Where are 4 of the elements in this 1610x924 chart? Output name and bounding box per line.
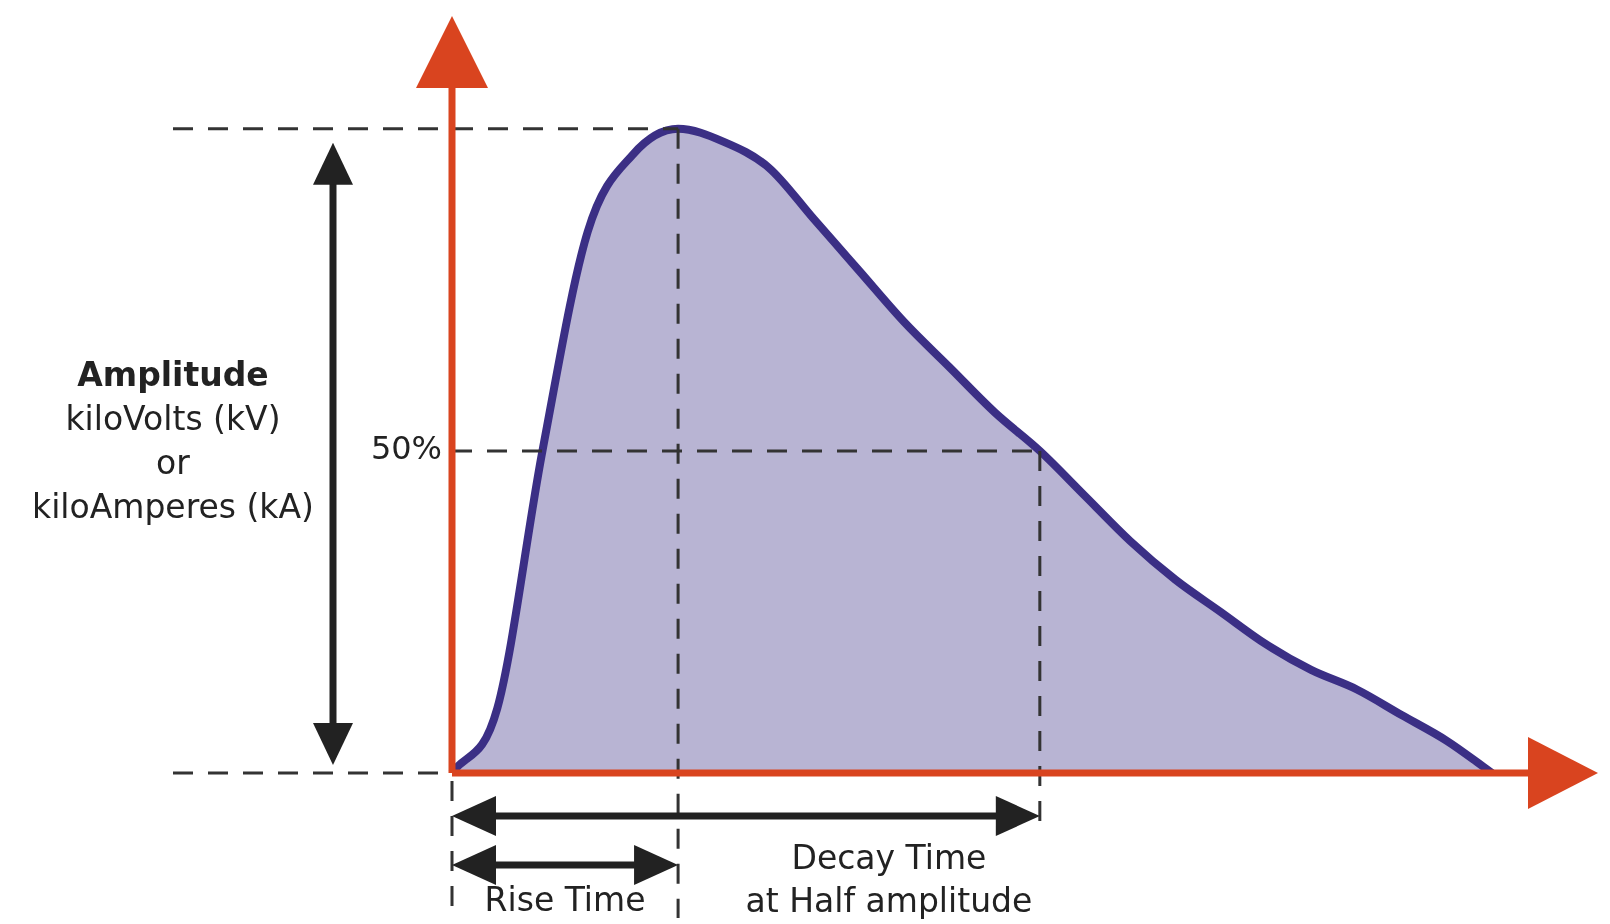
y-axis-title: Amplitude kiloVolts (kV) or kiloAmperes (kA) [31, 354, 315, 528]
text: Rise Time [483, 880, 647, 919]
text: Decay Time at Half amplitude [744, 837, 1034, 922]
ref-line-label: 50% [370, 429, 442, 468]
